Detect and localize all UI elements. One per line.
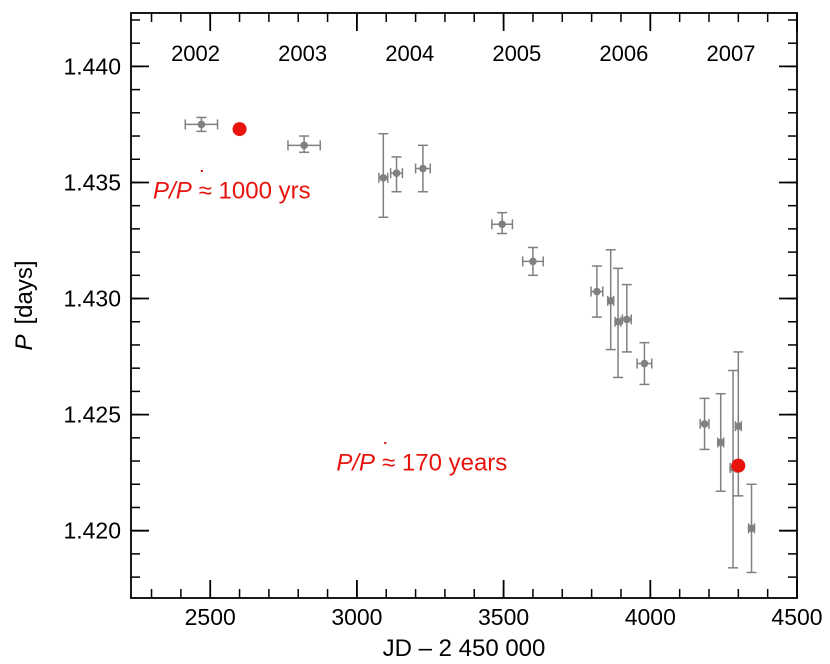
annotation-dot: ˙ — [382, 438, 390, 465]
annotation-pdot: P — [176, 178, 192, 205]
annotation-pdot: P — [359, 449, 375, 476]
x-axis-title: JD – 2 450 000 — [383, 635, 546, 662]
year-label: 2007 — [707, 41, 756, 66]
annotation-timescale-early: P/P ≈ 1000 yrs — [153, 178, 311, 205]
y-tick-label: 1.440 — [63, 53, 121, 79]
data-point — [715, 392, 726, 492]
data-point — [389, 156, 404, 193]
data-point — [184, 116, 219, 133]
data-point-marker — [614, 317, 622, 326]
data-point — [414, 144, 432, 193]
axis-labels: 2500 3000 3500 4000 4500 1.420 1.425 1.430 1.435… — [63, 41, 822, 630]
data-point-marker — [300, 141, 308, 150]
data-point — [287, 135, 321, 154]
year-label: 2006 — [599, 41, 648, 66]
data-points-layer — [184, 116, 757, 574]
data-point-marker — [623, 315, 631, 324]
year-label: 2005 — [492, 41, 541, 66]
data-point — [621, 283, 632, 353]
axis-ticks — [131, 13, 798, 598]
plot-frame — [130, 12, 798, 599]
y-axis-unit: [days] — [11, 260, 38, 324]
year-label: 2003 — [278, 41, 327, 66]
x-tick-label: 3500 — [478, 604, 529, 630]
data-point-marker — [392, 169, 401, 177]
data-point-marker — [734, 422, 743, 431]
data-point-marker — [419, 164, 427, 173]
data-point-marker — [197, 120, 206, 129]
data-point — [636, 341, 653, 386]
data-point-marker — [747, 524, 756, 533]
data-point-marker — [606, 297, 615, 305]
data-point — [733, 351, 744, 497]
annotation-p: P — [153, 178, 169, 205]
data-point-marker — [640, 359, 649, 368]
data-point-marker — [529, 257, 537, 266]
data-point — [491, 211, 514, 235]
annotation-value: ≈ 170 years — [382, 449, 507, 476]
year-label: 2002 — [171, 41, 220, 66]
annotation-slash: / — [350, 449, 361, 476]
data-point — [699, 397, 710, 451]
y-tick-label: 1.430 — [63, 286, 121, 312]
data-point-marker — [379, 174, 388, 182]
x-tick-label: 4500 — [771, 604, 822, 630]
data-point — [613, 267, 624, 379]
x-tick-label: 4000 — [625, 604, 676, 630]
y-axis-title: P [days] — [11, 260, 38, 350]
data-point — [746, 483, 757, 574]
data-point — [605, 249, 616, 351]
annotation-slash: / — [167, 178, 178, 205]
data-point-marker — [593, 287, 601, 296]
data-point-marker — [700, 420, 709, 428]
annotation-p: P — [336, 449, 352, 476]
data-point-marker — [498, 220, 506, 229]
y-tick-label: 1.425 — [63, 402, 121, 428]
data-point-marker — [716, 438, 725, 447]
data-point — [590, 265, 604, 318]
year-label: 2004 — [385, 41, 434, 66]
highlight-point — [731, 458, 746, 473]
data-point — [521, 246, 544, 277]
data-point — [378, 132, 389, 219]
annotation-timescale-late: P/P ≈ 170 years — [336, 449, 507, 476]
annotation-dot: ˙ — [199, 167, 207, 194]
x-tick-label: 2500 — [185, 604, 236, 630]
y-tick-label: 1.420 — [63, 518, 121, 544]
highlight-point — [232, 122, 247, 137]
annotation-value: ≈ 1000 yrs — [199, 178, 311, 205]
x-tick-label: 3000 — [331, 604, 382, 630]
y-axis-variable: P — [11, 335, 38, 351]
y-tick-label: 1.435 — [63, 169, 121, 195]
